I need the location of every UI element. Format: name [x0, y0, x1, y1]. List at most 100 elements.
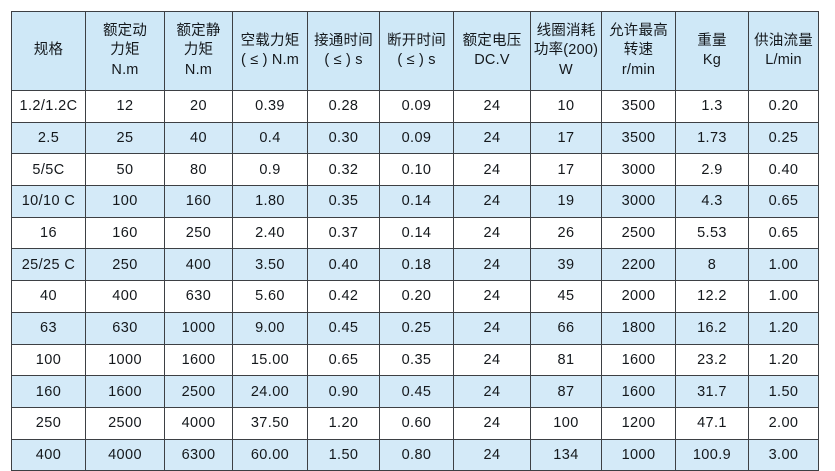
table-cell: 12 [85, 90, 165, 123]
table-cell: 2.9 [675, 153, 749, 187]
header-line: 空载力矩 [240, 32, 300, 49]
header-line: 额定电压 [462, 32, 522, 49]
table-cell: 100 [530, 406, 602, 440]
table-cell: 6300 [164, 438, 233, 471]
table-cell: 1600 [601, 375, 676, 408]
table-header: 规格 额定动 力矩 N.m 额定静 力矩 N.m 空载力矩 ( ≤ ) N.m [11, 11, 819, 91]
table-cell: 81 [530, 343, 602, 377]
table-cell: 17 [530, 153, 602, 187]
table-cell: 87 [530, 375, 602, 408]
table-cell: 24 [453, 438, 531, 471]
table-cell: 2.00 [748, 406, 819, 440]
table-cell: 0.10 [379, 153, 454, 187]
table-cell: 0.65 [748, 216, 819, 250]
header-line: 力矩 [183, 42, 214, 59]
header-line: ( ≤ ) N.m [240, 52, 300, 68]
table-cell: 0.09 [379, 90, 454, 123]
table-row: 40 400 630 5.60 0.42 0.20 24 45 2000 12.2 1.00 [11, 280, 819, 313]
table-cell: 0.30 [307, 121, 380, 155]
header-line: 线圈消耗 [536, 23, 596, 40]
header-line: N.m [184, 61, 213, 78]
table-cell: 24 [453, 248, 531, 282]
table-cell: 17 [530, 121, 602, 155]
table-cell: 1600 [85, 375, 165, 408]
header-line: 额定动 [102, 23, 148, 40]
table-row: 160 1600 2500 24.00 0.90 0.45 24 87 1600 31.7 1.50 [11, 375, 819, 408]
specification-table: 规格 额定动 力矩 N.m 额定静 力矩 N.m 空载力矩 ( ≤ ) N.m [11, 11, 819, 471]
cell-spec: 10/10 C [11, 185, 86, 218]
table-row: 100 1000 1600 15.00 0.65 0.35 24 81 1600 23.2 1.20 [11, 343, 819, 377]
header-line: 接通时间 [314, 32, 373, 49]
table-cell: 24 [453, 153, 531, 187]
column-header-spec: 规格 [11, 11, 86, 91]
table-cell: 0.60 [379, 406, 454, 440]
header-line: N.m [111, 61, 139, 78]
table-cell: 15.00 [232, 343, 308, 377]
table-cell: 630 [164, 280, 233, 313]
table-cell: 20 [164, 90, 233, 123]
cell-spec: 40 [11, 280, 86, 313]
table-cell: 3500 [601, 121, 676, 155]
table-cell: 5.53 [675, 216, 749, 250]
column-header-rated-static-torque: 额定静 力矩 N.m [164, 11, 233, 91]
table-cell: 1.80 [232, 185, 308, 218]
table-cell: 1.50 [307, 438, 380, 471]
table-cell: 31.7 [675, 375, 749, 408]
table-cell: 2500 [85, 406, 165, 440]
table-cell: 5.60 [232, 280, 308, 313]
table-cell: 0.45 [307, 311, 380, 345]
cell-spec: 1.2/1.2C [11, 90, 86, 123]
header-line: 力矩 [110, 42, 140, 59]
table-cell: 24 [453, 311, 531, 345]
table-cell: 0.18 [379, 248, 454, 282]
column-header-max-speed: 允许最高 转速 r/min [601, 11, 676, 91]
table-cell: 23.2 [675, 343, 749, 377]
header-line: 供油流量 [754, 32, 813, 49]
cell-spec: 5/5C [11, 153, 86, 187]
table-cell: 1000 [601, 438, 676, 471]
table-cell: 0.90 [307, 375, 380, 408]
table-row: 2.5 25 40 0.4 0.30 0.09 24 17 3500 1.73 0.25 [11, 121, 819, 155]
table-cell: 1600 [164, 343, 233, 377]
table-row: 5/5C 50 80 0.9 0.32 0.10 24 17 3000 2.9 0.40 [11, 153, 819, 187]
cell-spec: 25/25 C [11, 248, 86, 282]
table-cell: 3.50 [232, 248, 308, 282]
table-cell: 0.35 [379, 343, 454, 377]
table-cell: 1.50 [748, 375, 819, 408]
header-line: ( ≤ ) s [324, 52, 363, 68]
table-cell: 47.1 [675, 406, 749, 440]
table-cell: 2500 [601, 216, 676, 250]
table-cell: 10 [530, 90, 602, 123]
header-line: 允许最高 [609, 23, 668, 40]
column-header-rated-dynamic-torque: 额定动 力矩 N.m [85, 11, 165, 91]
column-header-no-load-torque: 空载力矩 ( ≤ ) N.m [232, 11, 308, 91]
table-cell: 0.20 [379, 280, 454, 313]
table-cell: 1.20 [748, 343, 819, 377]
table-cell: 9.00 [232, 311, 308, 345]
table-cell: 26 [530, 216, 602, 250]
table-cell: 100 [85, 185, 165, 218]
table-cell: 4.3 [675, 185, 749, 218]
table-cell: 12.2 [675, 280, 749, 313]
table-cell: 250 [164, 216, 233, 250]
table-cell: 24 [453, 90, 531, 123]
table-cell: 0.25 [748, 121, 819, 155]
table-cell: 3000 [601, 153, 676, 187]
table-cell: 4000 [85, 438, 165, 471]
header-line: 断开时间 [387, 32, 446, 49]
table-cell: 0.65 [307, 343, 380, 377]
table-cell: 1000 [164, 311, 233, 345]
header-line: W [559, 61, 573, 78]
table-cell: 8 [675, 248, 749, 282]
table-cell: 0.45 [379, 375, 454, 408]
table-cell: 3500 [601, 90, 676, 123]
table-cell: 2500 [164, 375, 233, 408]
table-cell: 1600 [601, 343, 676, 377]
header-row: 规格 额定动 力矩 N.m 额定静 力矩 N.m 空载力矩 ( ≤ ) N.m [11, 11, 819, 91]
table-cell: 19 [530, 185, 602, 218]
table-row: 16 160 250 2.40 0.37 0.14 24 26 2500 5.53 0.65 [11, 216, 819, 250]
table-cell: 0.42 [307, 280, 380, 313]
column-header-engage-time: 接通时间 ( ≤ ) s [307, 11, 380, 91]
table-cell: 0.9 [232, 153, 308, 187]
table-cell: 0.40 [307, 248, 380, 282]
